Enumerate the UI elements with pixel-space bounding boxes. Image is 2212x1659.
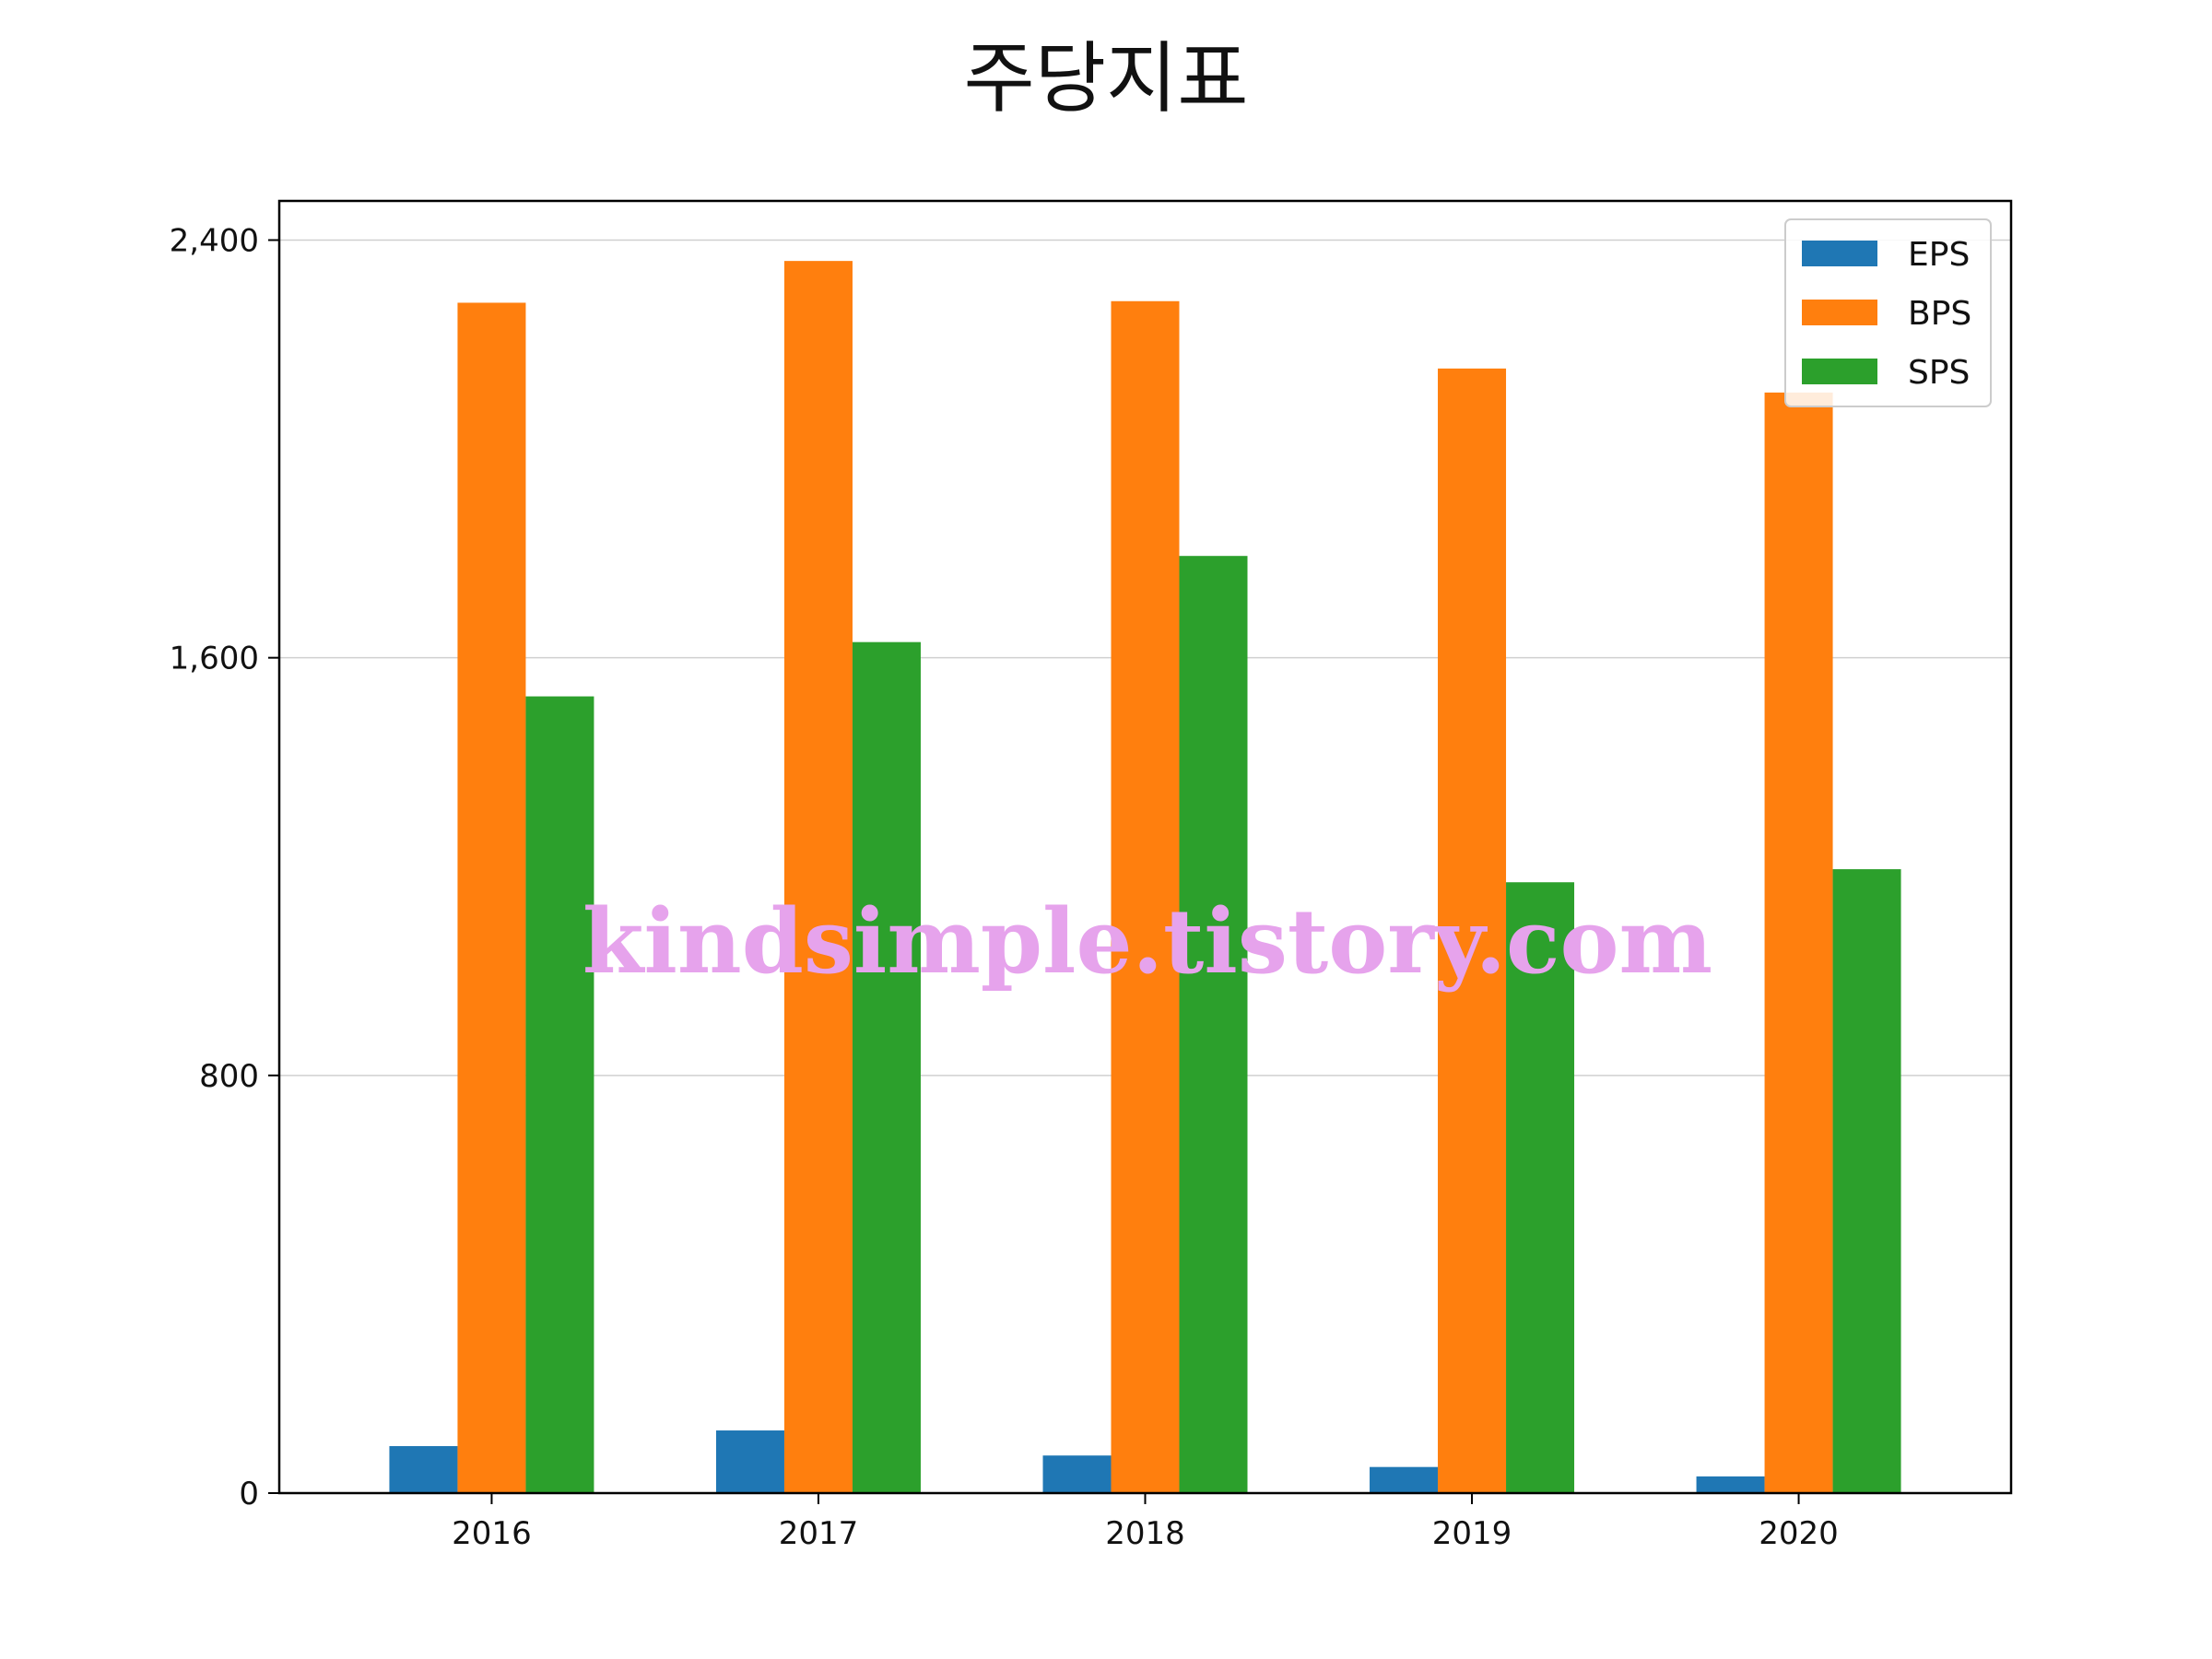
chart-title: 주당지표: [963, 33, 1249, 124]
legend-label-eps: EPS: [1908, 236, 1970, 274]
bar-bps-2020: [1764, 392, 1833, 1493]
bar-eps-2018: [1042, 1455, 1112, 1493]
watermark-text: kindsimple.tistory.com: [582, 889, 1712, 994]
bar-sps-2018: [1179, 556, 1248, 1493]
bar-eps-2019: [1370, 1466, 1439, 1493]
bar-eps-2017: [715, 1430, 784, 1493]
axes: 0 800 1,600 2,400 2016 2017 2018 2019 2020: [170, 222, 1839, 1552]
y-tick-label: 1,600: [170, 641, 259, 677]
bar-sps-2019: [1506, 882, 1575, 1493]
bars: [389, 261, 1901, 1494]
legend-label-sps: SPS: [1908, 354, 1970, 392]
y-tick-label: 2,400: [170, 222, 259, 259]
x-tick-label: 2018: [1105, 1515, 1185, 1552]
bar-eps-2016: [389, 1446, 458, 1493]
bar-bps-2016: [457, 302, 526, 1494]
bar-eps-2020: [1696, 1476, 1765, 1493]
bar-sps-2016: [525, 696, 594, 1493]
x-tick-label: 2020: [1759, 1515, 1839, 1552]
legend: EPS BPS SPS: [1784, 218, 1992, 407]
legend-swatch-bps: [1802, 300, 1877, 325]
legend-swatch-eps: [1802, 241, 1877, 266]
legend-label-bps: BPS: [1908, 295, 1971, 333]
bar-sps-2020: [1832, 869, 1901, 1493]
x-tick-label: 2019: [1432, 1515, 1512, 1552]
bar-bps-2017: [783, 261, 853, 1493]
legend-swatch-sps: [1802, 359, 1877, 384]
bar-sps-2017: [852, 641, 921, 1493]
y-tick-label: 0: [239, 1476, 259, 1512]
y-tick-label: 800: [199, 1058, 259, 1095]
bar-bps-2019: [1438, 368, 1507, 1493]
x-tick-label: 2016: [452, 1515, 532, 1552]
x-tick-label: 2017: [779, 1515, 859, 1552]
bar-bps-2018: [1111, 300, 1180, 1493]
